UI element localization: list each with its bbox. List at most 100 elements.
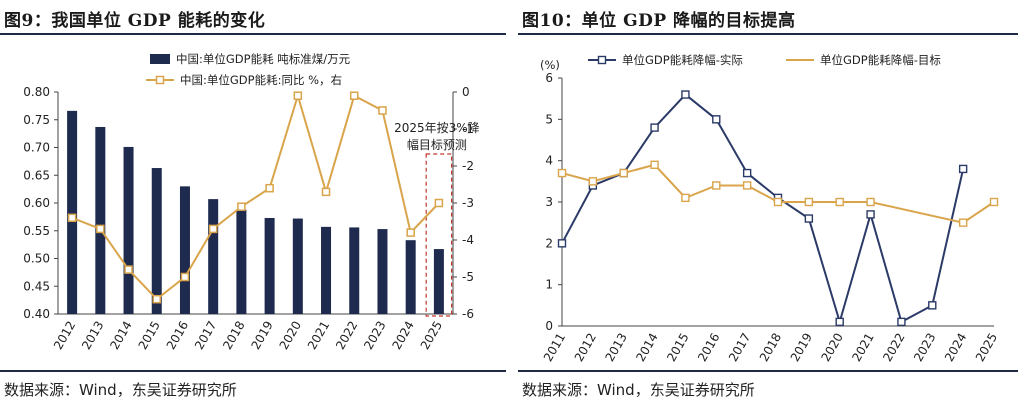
y-tick-label: 1 [545, 278, 553, 292]
y-tick-label: 0 [545, 319, 553, 333]
bar-2013 [95, 126, 106, 314]
target-point-2020 [835, 197, 844, 207]
left-y-tick-label: 0.55 [23, 224, 50, 238]
yoy-point-2015 [152, 294, 161, 304]
target-point-2016 [712, 181, 721, 190]
yoy-point-2012 [67, 213, 77, 223]
yoy-point-2024 [406, 228, 415, 237]
right-y-tick-label: -2 [462, 159, 474, 173]
left-y-tick-label: 0.50 [23, 252, 50, 266]
target-point-2015 [681, 193, 690, 203]
x-tick-label: 2018 [220, 319, 247, 352]
x-tick-label: 2022 [333, 319, 360, 352]
right-panel: 图10：单位 GDP 降幅的目标提高 (%) 0 1 2 3 4 5 6 2011 2012 201… [518, 0, 1024, 417]
yoy-point-2023 [378, 106, 387, 115]
bar-2015 [151, 168, 162, 314]
actual-point-2022 [897, 317, 906, 327]
bar-2025 [433, 249, 444, 314]
right-y-tick-label: -6 [462, 307, 474, 321]
legend-line-marker [155, 75, 165, 85]
actual-point-2016 [712, 115, 721, 124]
x-tick-label: 2023 [911, 331, 938, 364]
left-y-tick-label: 0.70 [23, 141, 50, 155]
actual-point-2021 [866, 210, 875, 219]
left-bottom-rule [0, 370, 506, 372]
bar-2016 [179, 186, 190, 314]
right-source: 数据来源：Wind，东吴证券研究所 [522, 381, 755, 399]
bar-2021 [321, 226, 332, 314]
yoy-point-2017 [208, 224, 218, 234]
bar-2018 [236, 209, 247, 314]
bar-2017 [208, 199, 219, 314]
target-point-2018 [773, 197, 783, 207]
bar-2022 [349, 227, 360, 314]
right-y-tick-label: -4 [462, 233, 474, 247]
yoy-point-2016 [180, 272, 190, 282]
legend-actual-marker [597, 55, 607, 65]
yoy-point-2019 [265, 183, 274, 193]
y-tick-label: 5 [545, 112, 553, 126]
x-tick-label: 2024 [942, 331, 969, 364]
target-point-2017 [742, 181, 752, 190]
yoy-point-2013 [96, 224, 105, 234]
yoy-point-2022 [350, 91, 359, 100]
target-point-2024 [958, 218, 968, 227]
target-point-2013 [619, 168, 628, 178]
left-figure-title: 图9：我国单位 GDP 能耗的变化 [4, 11, 266, 31]
left-y-tick-label: 0.75 [23, 113, 50, 127]
bar-2024 [405, 240, 416, 314]
x-tick-label: 2016 [164, 319, 191, 352]
legend-line-label: 中国:单位GDP能耗:同比 %，右 [180, 73, 342, 87]
x-tick-label: 2016 [695, 331, 722, 364]
bar-2014 [123, 146, 134, 314]
x-tick-label: 2017 [192, 319, 219, 352]
left-source: 数据来源：Wind，东吴证券研究所 [4, 381, 237, 399]
actual-point-2023 [928, 301, 937, 310]
actual-point-2024 [958, 164, 968, 174]
left-y-tick-label: 0.80 [23, 85, 50, 99]
actual-point-2017 [742, 168, 752, 178]
x-tick-label: 2017 [726, 331, 753, 364]
right-top-rule [518, 33, 1018, 35]
left-y-tick-label: 0.45 [23, 279, 50, 293]
left-chart: 0.40 0.45 0.50 0.55 0.60 0.65 0.70 0.75 0.80 -6 -5… [23, 52, 479, 352]
legend-bar-swatch [150, 54, 170, 64]
actual-point-2011 [557, 239, 567, 248]
x-tick-label: 2023 [361, 319, 388, 352]
right-y-tick-label: 0 [462, 85, 470, 99]
y-tick-label: 4 [545, 154, 553, 168]
legend-bar-label: 中国:单位GDP能耗 吨标准煤/万元 [176, 52, 351, 66]
yoy-point-2025 [434, 198, 444, 208]
actual-point-2020 [835, 317, 844, 327]
x-tick-label: 2015 [136, 319, 163, 352]
x-tick-label: 2019 [788, 331, 815, 364]
bar-2020 [292, 218, 303, 314]
bar-2012 [67, 110, 78, 315]
actual-point-2015 [681, 90, 690, 99]
x-tick-label: 2013 [603, 331, 630, 364]
right-bottom-rule [518, 370, 1018, 372]
right-y-tick-label: -3 [462, 196, 474, 210]
yoy-line [71, 92, 440, 301]
y-tick-label: 6 [545, 71, 553, 85]
x-tick-label: 2014 [107, 319, 134, 352]
bar-2023 [377, 229, 388, 314]
target-point-2014 [650, 160, 659, 170]
y-tick-label: 2 [545, 236, 553, 250]
x-tick-label: 2021 [849, 331, 876, 364]
x-tick-label: 2024 [390, 319, 417, 352]
x-tick-label: 2011 [541, 331, 568, 364]
yoy-point-2021 [321, 187, 331, 197]
y-axis-unit: (%) [540, 58, 560, 72]
x-tick-label: 2012 [572, 331, 599, 364]
left-y-tick-label: 0.60 [23, 196, 50, 210]
target-point-2019 [804, 197, 814, 207]
legend-target-label: 单位GDP能耗降幅-目标 [820, 53, 941, 67]
x-tick-label: 2013 [79, 319, 106, 352]
target-point-2025 [989, 197, 999, 207]
target-point-2012 [588, 177, 598, 186]
right-figure-title: 图10：单位 GDP 降幅的目标提高 [522, 11, 796, 31]
x-tick-label: 2025 [418, 319, 445, 352]
x-tick-label: 2020 [819, 331, 846, 364]
left-y-tick-label: 0.40 [23, 307, 50, 321]
